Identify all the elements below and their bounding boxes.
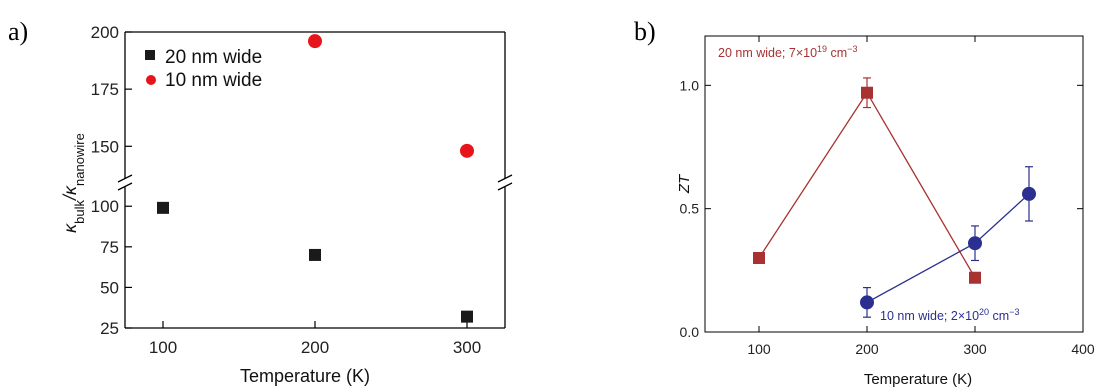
y-tick-label: 1.0: [680, 77, 700, 93]
series-10nm-exp2: −3: [1009, 307, 1019, 317]
data-point-circle: [460, 143, 474, 158]
y-tick-label: 175: [91, 80, 119, 99]
y-tick-label: 200: [91, 23, 119, 42]
data-point-circle: [860, 295, 874, 310]
series-10nm-mid: cm: [989, 309, 1009, 323]
x-tick-label: 400: [1071, 341, 1095, 357]
ylabel-sub1: bulk: [72, 199, 87, 223]
axis-break-mark: [497, 182, 513, 191]
panel-b-label: b): [634, 17, 656, 46]
series-20nm-mid: cm: [827, 46, 847, 60]
panel-b-frame: [704, 35, 1084, 333]
series-20nm-exp2: −3: [847, 44, 857, 54]
axis-break-mark: [497, 174, 513, 183]
legend-marker-circle: [146, 75, 156, 85]
series-20nm-exp: 19: [817, 44, 827, 54]
series-10nm-exp: 20: [979, 307, 989, 317]
data-point-square: [969, 271, 981, 284]
y-tick-label: 75: [100, 238, 119, 257]
x-tick-label: 100: [747, 341, 771, 357]
axis-break-mark: [117, 182, 133, 191]
panel-a-marks: [157, 34, 474, 323]
data-point-square: [753, 252, 765, 264]
legend-label-20nm: 20 nm wide: [165, 47, 262, 68]
y-tick-label: 0.5: [680, 201, 700, 217]
legend-marker-square: [145, 50, 155, 60]
series-label-20nm: 20 nm wide; 7×1019 cm−3: [718, 44, 857, 60]
panel-b: b) 100 200 300 400 0.0 0.5 1.0 20 nm wide; 7×1…: [634, 17, 1095, 388]
y-tick-label: 100: [91, 197, 119, 216]
y-tick-label: 50: [100, 278, 119, 297]
data-point-circle: [308, 34, 322, 49]
panel-a-frame: [117, 31, 513, 329]
series-label-10nm: 10 nm wide; 2×1020 cm−3: [880, 307, 1019, 323]
data-point-square: [309, 248, 321, 261]
y-tick-label: 25: [100, 319, 119, 338]
data-point-circle: [968, 236, 982, 251]
panel-b-ticks: 100 200 300 400 0.0 0.5 1.0: [680, 36, 1095, 357]
panel-a-ylabel: κbulk/κnanowire: [60, 133, 87, 233]
panel-a-ticks: 100 200 300 25 50 75 100 150 175 200: [91, 23, 482, 357]
y-tick-label: 0.0: [680, 324, 700, 340]
panel-a-label: a): [8, 17, 28, 46]
data-point-circle: [1022, 186, 1036, 201]
panel-b-xlabel: Temperature (K): [864, 371, 972, 388]
ylabel-sep: /κ: [60, 185, 80, 202]
series-line: [758, 91, 976, 279]
data-point-square: [157, 201, 169, 214]
series-10nm-pre: 10 nm wide; 2×10: [880, 309, 979, 323]
panel-a: a) 100 200 300 25 50 75 100 150 175 200 20 nm wid…: [8, 17, 513, 386]
panel-b-ylabel: ZT: [676, 173, 693, 194]
x-tick-label: 300: [963, 341, 987, 357]
series-20nm-pre: 20 nm wide; 7×10: [718, 46, 817, 60]
panel-b-marks: [753, 77, 1036, 318]
data-point-square: [861, 86, 873, 99]
panel-a-legend: 20 nm wide 10 nm wide: [145, 47, 262, 91]
series-line: [866, 193, 1030, 303]
y-tick-label: 150: [91, 137, 119, 156]
panel-a-xlabel: Temperature (K): [240, 366, 370, 386]
x-tick-label: 200: [301, 338, 329, 357]
x-tick-label: 300: [453, 338, 481, 357]
x-tick-label: 200: [855, 341, 879, 357]
ylabel-kappa1: κ: [60, 223, 80, 233]
plot-frame: [704, 35, 1084, 333]
axis-break-mark: [117, 174, 133, 183]
x-tick-label: 100: [149, 338, 177, 357]
ylabel-sub2: nanowire: [72, 133, 87, 186]
data-point-square: [461, 310, 473, 323]
legend-label-10nm: 10 nm wide: [165, 70, 262, 91]
